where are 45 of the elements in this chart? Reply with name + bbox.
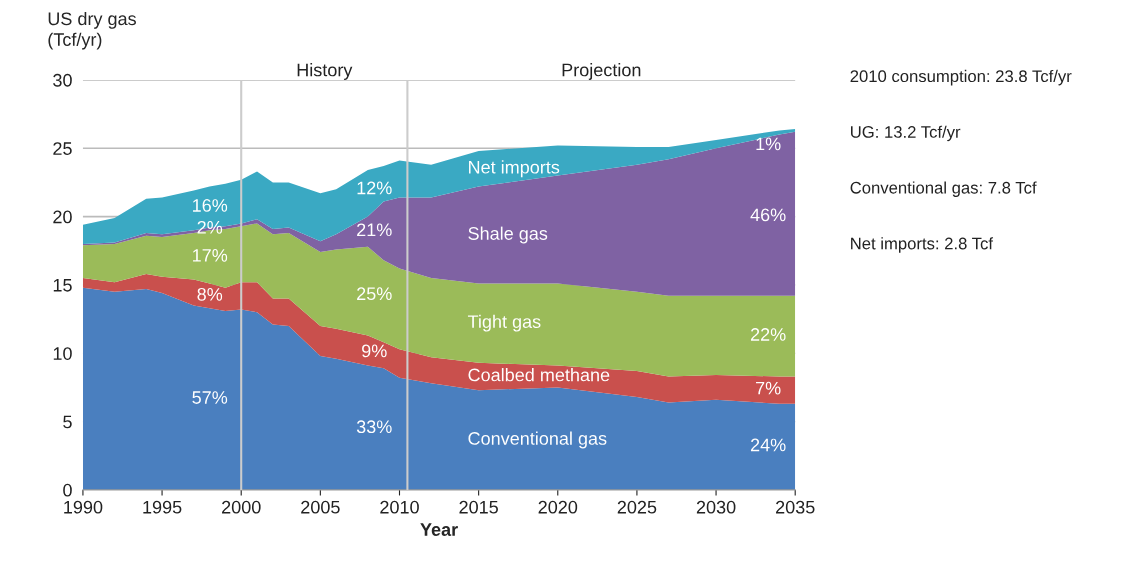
annotation: 2% <box>197 220 223 234</box>
series-label: Tight gas <box>467 314 541 332</box>
x-tick-label: 2025 <box>617 500 657 514</box>
x-tick-label: 2020 <box>538 500 578 514</box>
x-tick-label: 1995 <box>143 500 182 514</box>
series-label: Net imports <box>469 160 560 178</box>
y-axis-title: US dry gas (Tcf/yr) <box>48 11 136 50</box>
series-label: Coalbed methane <box>468 368 610 382</box>
annotation: 46% <box>750 208 786 222</box>
text: UG: 13.2 Tcf/yr <box>851 125 961 142</box>
annotation: 9% <box>362 344 387 358</box>
annotation: 12% <box>357 181 392 195</box>
annotation: 8% <box>197 287 223 301</box>
series-label: Shale gas <box>468 226 548 244</box>
annotation: 7% <box>756 381 781 395</box>
x-tick-label: 2010 <box>380 500 419 514</box>
annotation: 16% <box>193 199 228 212</box>
x-tick-label: 1990 <box>64 500 103 514</box>
annotation: 1% <box>756 137 781 151</box>
x-axis-title: Year <box>420 523 458 536</box>
series-label: Conventional gas <box>468 431 607 449</box>
annotation: 22% <box>750 328 786 341</box>
x-tick-label: 2015 <box>459 500 498 514</box>
x-tick-label: 2035 <box>776 500 815 514</box>
text: History <box>297 63 353 80</box>
y-tick-label: 10 <box>53 347 72 360</box>
annotation: 24% <box>750 438 786 452</box>
y-tick-label: 30 <box>53 73 72 87</box>
annotation: 17% <box>193 249 228 262</box>
annotation: 57% <box>192 391 228 404</box>
text: Conventional gas: 7.8 Tcf <box>850 181 1037 197</box>
x-tick-label: 2030 <box>696 500 736 514</box>
text: Net imports: 2.8 Tcf <box>851 237 994 253</box>
y-tick-label: 5 <box>63 415 72 429</box>
y-tick-label: 15 <box>53 279 72 292</box>
text: Projection <box>562 63 641 80</box>
x-tick-label: 2005 <box>301 500 340 514</box>
y-tick-label: 20 <box>53 210 72 224</box>
annotation: 33% <box>356 420 392 434</box>
x-tick-label: 2000 <box>222 500 261 514</box>
y-tick-label: 0 <box>63 483 72 497</box>
y-tick-label: 25 <box>53 142 72 155</box>
annotation: 21% <box>357 223 392 237</box>
text: 2010 consumption: 23.8 Tcf/yr <box>850 69 1072 86</box>
annotation: 25% <box>357 287 392 301</box>
